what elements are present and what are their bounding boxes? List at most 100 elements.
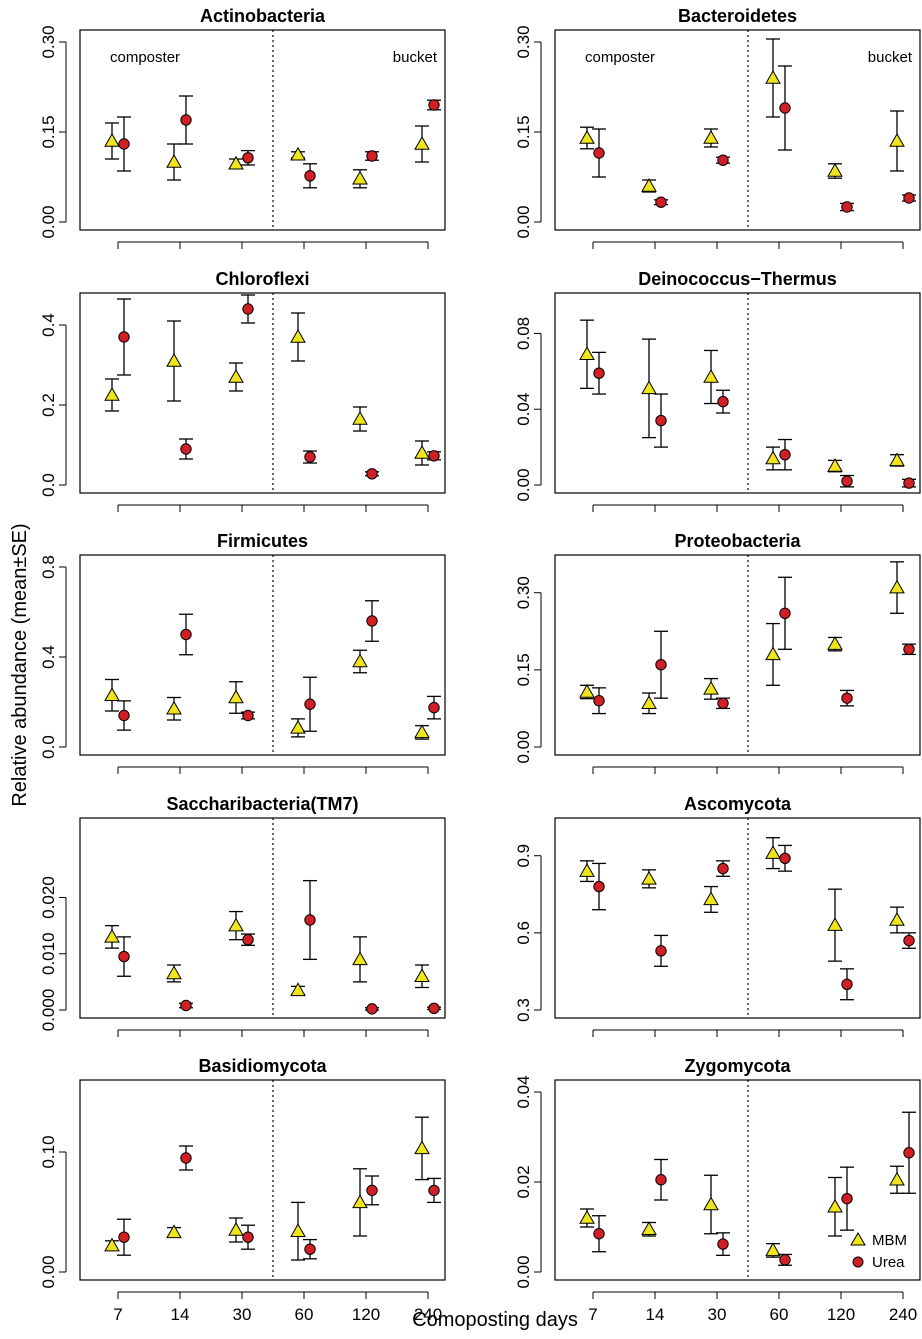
panel-title: Saccharibacteria(TM7): [166, 794, 358, 814]
region-label-left: composter: [110, 49, 180, 66]
y-tick-label: 0.0: [39, 473, 58, 497]
mbm-point: [579, 863, 595, 877]
y-tick-label: 0.10: [39, 1135, 58, 1168]
urea-point: [118, 1231, 130, 1243]
urea-point: [779, 102, 791, 114]
mbm-point: [765, 646, 781, 661]
panels: Actinobacteria composter bucket 0.00 0.15 0.3…: [39, 6, 921, 1324]
mbm-point: [228, 1221, 244, 1236]
x-tick-label: 14: [646, 1305, 665, 1324]
urea-point: [428, 701, 440, 714]
urea-point: [655, 945, 667, 957]
panel-title: Firmicutes: [217, 531, 308, 551]
panel-zygomycota: Zygomycota 0.00 0.02 0.04 7 14 30 60 120 240 MBM Ur…: [514, 1056, 921, 1324]
urea-point: [903, 1147, 915, 1159]
urea-point: [242, 933, 254, 946]
mbm-point: [765, 845, 781, 859]
mbm-point: [166, 153, 182, 168]
mbm-point: [290, 719, 306, 734]
y-tick-label: 0.3: [514, 998, 533, 1022]
panel-deinococcus-thermus: Deinococcus−Thermus 0.00 0.04 0.08: [514, 269, 921, 512]
y-tick-label: 0.4: [39, 313, 58, 337]
y-tick-label: 0.15: [514, 115, 533, 148]
mbm-point: [414, 968, 430, 982]
mbm-point: [414, 724, 430, 739]
mbm-point: [889, 452, 905, 467]
mbm-point: [889, 911, 905, 926]
mbm-point: [228, 368, 244, 383]
urea-point: [655, 659, 667, 671]
urea-point: [304, 170, 316, 182]
y-tick-label: 0.00: [514, 468, 533, 501]
urea-point: [717, 154, 729, 166]
mbm-point: [166, 352, 182, 367]
y-axis-label: Relative abundance (mean±SE): [9, 523, 31, 806]
y-tick-label: 0.30: [514, 576, 533, 609]
x-tick-label: 120: [352, 1305, 380, 1324]
mbm-point: [579, 129, 595, 144]
urea-point: [366, 615, 378, 627]
mbm-point: [352, 410, 368, 425]
legend-urea-marker: [852, 1256, 864, 1268]
mbm-point: [414, 135, 430, 150]
y-tick-label: 0.02: [514, 1165, 533, 1198]
mbm-point: [641, 380, 657, 395]
urea-point: [428, 1002, 440, 1015]
x-axis-label: Comoposting days: [412, 1309, 578, 1331]
legend-label: MBM: [872, 1232, 907, 1249]
urea-point: [180, 628, 192, 641]
plot-frame: [79, 1079, 446, 1281]
urea-point: [593, 367, 605, 379]
x-tick-label: 240: [889, 1305, 917, 1324]
urea-point: [304, 698, 316, 710]
mbm-point: [104, 1237, 120, 1252]
panel-title: Ascomycota: [684, 794, 792, 814]
plot-frame: [79, 29, 446, 231]
panel-bacteroidetes: Bacteroidetes composter bucket 0.00 0.15 0.30: [514, 6, 921, 249]
mbm-point: [579, 683, 595, 698]
urea-point: [304, 451, 316, 463]
urea-point: [841, 692, 853, 704]
y-tick-label: 0.0: [39, 735, 58, 759]
urea-point: [366, 1003, 378, 1015]
mbm-point: [290, 982, 306, 997]
y-tick-label: 0.15: [514, 653, 533, 686]
mbm-point: [641, 870, 657, 885]
y-tick-label: 0.9: [514, 844, 533, 868]
mbm-point: [765, 450, 781, 465]
x-tick-label: 60: [770, 1305, 789, 1324]
urea-point: [779, 607, 791, 619]
urea-point: [242, 709, 254, 722]
mbm-point: [352, 951, 368, 966]
mbm-point: [352, 1194, 368, 1209]
mbm-point: [579, 1209, 595, 1224]
x-tick-label: 14: [171, 1305, 190, 1324]
mbm-point: [104, 928, 120, 943]
urea-point: [593, 695, 605, 707]
urea-point: [841, 978, 853, 990]
mbm-point: [641, 695, 657, 710]
mbm-point: [228, 155, 244, 170]
x-tick-label: 30: [233, 1305, 252, 1324]
plot-frame: [554, 554, 921, 756]
urea-point: [779, 448, 791, 461]
y-tick-label: 0.6: [514, 921, 533, 945]
y-tick-label: 0.00: [39, 1255, 58, 1288]
panel-firmicutes: Firmicutes 0.0 0.4 0.8: [39, 531, 446, 774]
mbm-point: [827, 162, 843, 177]
urea-point: [428, 1184, 440, 1197]
panel-title: Zygomycota: [684, 1056, 791, 1076]
mbm-point: [703, 680, 719, 695]
urea-point: [428, 99, 440, 111]
panel-chloroflexi: Chloroflexi 0.0 0.2 0.4: [39, 269, 446, 512]
mbm-point: [827, 1198, 843, 1213]
urea-point: [118, 950, 130, 963]
mbm-point: [765, 69, 781, 84]
y-tick-label: 0.15: [39, 115, 58, 148]
urea-point: [428, 450, 440, 462]
mbm-point: [352, 170, 368, 185]
plot-frame: [554, 29, 921, 231]
y-tick-label: 0.00: [514, 1255, 533, 1288]
urea-point: [242, 303, 254, 315]
urea-point: [841, 1192, 853, 1205]
